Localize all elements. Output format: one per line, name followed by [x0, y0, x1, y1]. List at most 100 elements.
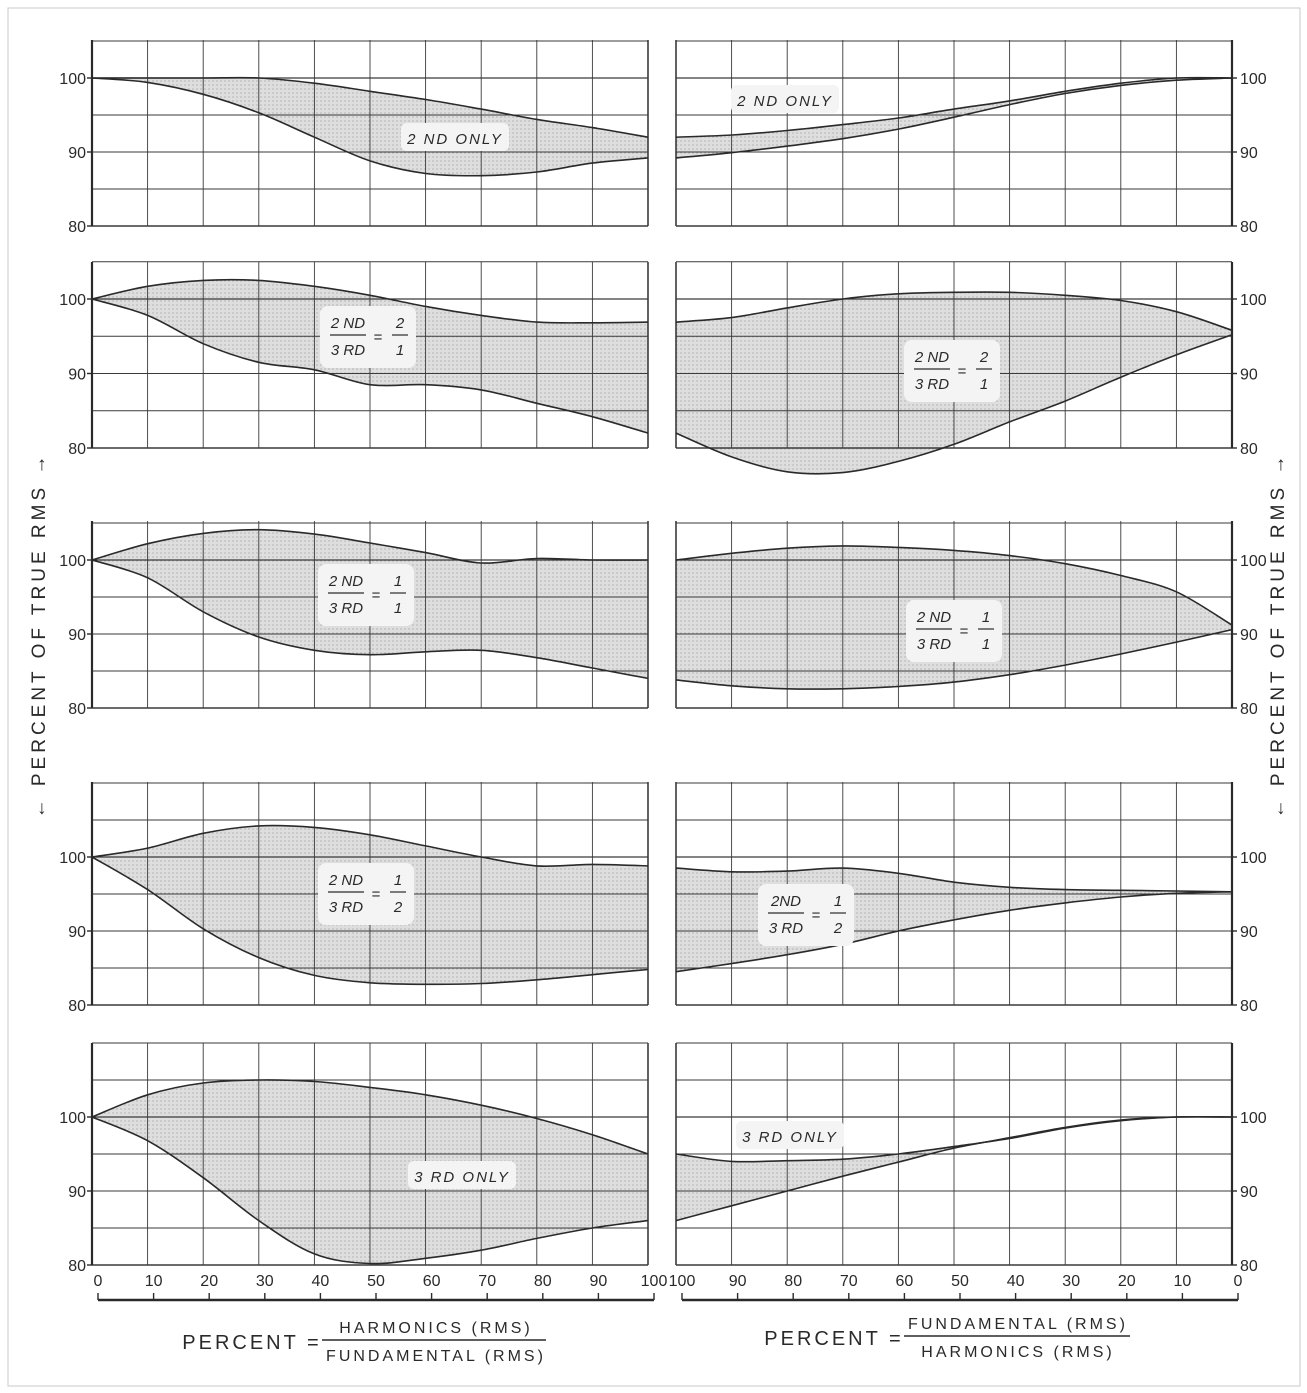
y-tick-label: 90	[1240, 1184, 1258, 1201]
y-tick-label: 100	[1240, 553, 1267, 570]
label-backdrop	[906, 600, 1002, 662]
panel-1-right: 80 90 100 2 ND 3 RD = 2 1	[675, 261, 1267, 475]
x-tick-label: 30	[256, 1273, 274, 1290]
label-backdrop	[758, 884, 854, 946]
y-tick-label: 100	[1240, 71, 1267, 88]
x-tick-label: 60	[423, 1273, 441, 1290]
label-ratio-denominator: 2	[833, 920, 843, 937]
label-backdrop	[408, 1161, 516, 1189]
x-tick-label: 50	[367, 1273, 385, 1290]
label-denominator: 3 RD	[329, 600, 363, 617]
curve-upper	[91, 278, 649, 324]
label-ratio-denominator: 1	[982, 636, 990, 653]
curve-lower	[91, 1116, 649, 1265]
y-tick-label: 90	[1240, 145, 1258, 162]
panel-label: 2 ND 3 RD = 2 1	[904, 340, 1000, 402]
label-equals: =	[958, 363, 967, 380]
y-tick-label: 80	[68, 998, 86, 1015]
right-formula-denominator: HARMONICS (RMS)	[921, 1344, 1114, 1361]
y-tick-label: 90	[68, 627, 86, 644]
y-tick-label: 80	[68, 441, 86, 458]
y-tick-label: 100	[59, 553, 86, 570]
right-formula-lhs: PERCENT =	[764, 1328, 903, 1350]
x-tick-label: 100	[641, 1273, 668, 1290]
x-tick-label: 90	[729, 1273, 747, 1290]
x-tick-label: 100	[669, 1273, 696, 1290]
label-equals: =	[372, 886, 381, 903]
x-tick-label: 10	[1174, 1273, 1192, 1290]
y-tick-label: 100	[59, 71, 86, 88]
x-axis-right: 100 90 80 70 60 50 40 30 20 10 0	[669, 1273, 1243, 1302]
curve-upper	[675, 867, 1233, 893]
panel-2-right: 80 90 100 2 ND 3 RD = 1 1	[675, 521, 1267, 718]
label-ratio-denominator: 2	[393, 899, 403, 916]
x-tick-label: 40	[312, 1273, 330, 1290]
curve-lower	[91, 77, 649, 177]
curve-upper	[675, 291, 1233, 332]
x-tick-label: 70	[478, 1273, 496, 1290]
label-ratio-numerator: 2	[979, 349, 989, 366]
label-numerator: 2 ND	[330, 315, 365, 332]
curve-upper	[91, 824, 649, 867]
y-tick-label: 90	[68, 367, 86, 384]
label-numerator: 2 ND	[914, 349, 949, 366]
y-tick-label: 90	[68, 145, 86, 162]
y-tick-label: 90	[1240, 367, 1258, 384]
panel-0-left: 80 90 100 2 ND ONLY	[59, 40, 649, 236]
label-ratio-numerator: 1	[834, 893, 842, 910]
x-tick-label: 0	[94, 1273, 103, 1290]
label-numerator: 2 ND	[916, 609, 951, 626]
label-backdrop	[318, 564, 414, 626]
panel-3-left: 80 90 100 2 ND 3 RD = 1 2	[59, 782, 649, 1015]
label-numerator: 2 ND	[328, 872, 363, 889]
label-backdrop	[320, 306, 416, 368]
y-tick-label: 100	[1240, 850, 1267, 867]
x-tick-label: 80	[784, 1273, 802, 1290]
panel-1-left: 80 90 100 2 ND 3 RD = 2 1	[59, 261, 649, 458]
panel-3-right: 80 90 100 2ND 3 RD = 1 2	[675, 782, 1267, 1015]
label-ratio-numerator: 1	[394, 872, 402, 889]
label-backdrop	[401, 123, 509, 151]
curve-lower	[675, 334, 1233, 475]
panel-label: 2 ND 3 RD = 1 2	[318, 863, 414, 925]
x-tick-label: 40	[1007, 1273, 1025, 1290]
y-tick-label: 100	[59, 1110, 86, 1127]
y-tick-label: 80	[1240, 998, 1258, 1015]
label-equals: =	[812, 907, 821, 924]
left-axis-label: ← PERCENT OF TRUE RMS →	[29, 452, 50, 819]
panel-4-left: 80 90 100 3 RD ONLY	[59, 1042, 649, 1275]
x-tick-label: 80	[534, 1273, 552, 1290]
y-tick-label: 80	[1240, 219, 1258, 236]
page-frame	[7, 7, 1301, 1387]
label-denominator: 3 RD	[329, 899, 363, 916]
x-tick-label: 0	[1234, 1273, 1243, 1290]
y-tick-label: 90	[68, 924, 86, 941]
curve-lower	[91, 559, 649, 680]
label-numerator: 2ND	[770, 893, 801, 910]
x-tick-label: 20	[200, 1273, 218, 1290]
right-formula-numerator: FUNDAMENTAL (RMS)	[908, 1316, 1128, 1333]
x-tick-label: 70	[840, 1273, 858, 1290]
panel-label: 3 RD ONLY	[408, 1161, 516, 1189]
band-0-right	[676, 77, 1232, 158]
panel-label: 3 RD ONLY	[736, 1121, 844, 1149]
y-tick-label: 100	[1240, 292, 1267, 309]
label-text: 3 RD ONLY	[414, 1169, 510, 1186]
label-equals: =	[960, 623, 969, 640]
x-tick-label: 90	[590, 1273, 608, 1290]
right-formula: PERCENT = FUNDAMENTAL (RMS) HARMONICS (R…	[764, 1316, 1130, 1361]
y-tick-label: 80	[1240, 441, 1258, 458]
curve-upper	[91, 528, 649, 564]
curve-upper	[91, 76, 649, 138]
x-tick-label: 60	[896, 1273, 914, 1290]
y-tick-label: 100	[1240, 1110, 1267, 1127]
x-tick-label: 10	[145, 1273, 163, 1290]
y-tick-label: 90	[1240, 627, 1258, 644]
label-backdrop	[736, 1121, 844, 1149]
y-tick-label: 80	[1240, 701, 1258, 718]
label-equals: =	[372, 587, 381, 604]
y-tick-label: 80	[68, 1258, 86, 1275]
panel-label: 2 ND 3 RD = 1 1	[318, 564, 414, 626]
